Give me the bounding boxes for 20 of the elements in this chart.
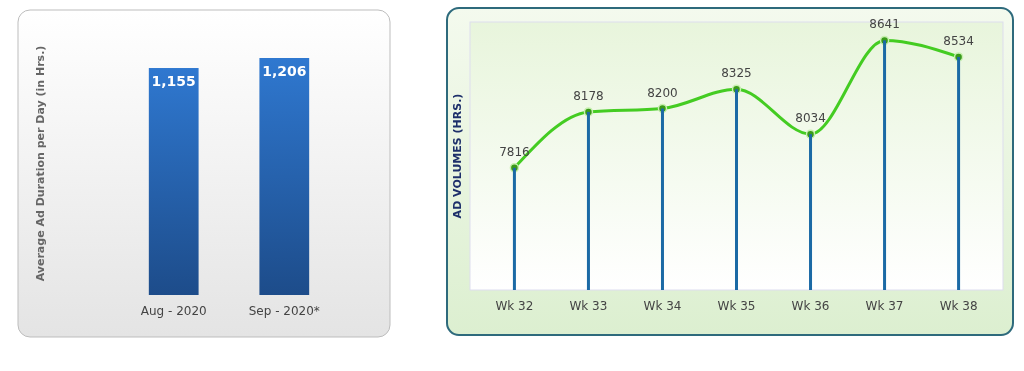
x-tick-label: Wk 37	[865, 299, 904, 313]
data-label: 8534	[943, 33, 974, 48]
data-label: 8325	[721, 66, 752, 81]
data-label: 8178	[573, 88, 604, 103]
x-tick-label: Sep - 2020*	[248, 304, 320, 318]
x-tick-label: Aug - 2020	[140, 304, 207, 318]
x-tick-label: Wk 36	[791, 299, 830, 313]
data-label: 1,155	[151, 73, 196, 90]
y-axis-title: AD VOLUMES (HRS.)	[451, 93, 464, 219]
x-tick-label: Wk 34	[643, 299, 682, 313]
data-label: 1,206	[262, 63, 307, 79]
x-tick-label: Wk 38	[939, 299, 978, 313]
x-tick-label: Wk 35	[717, 299, 756, 313]
data-label: 8200	[647, 85, 678, 100]
data-label: 8034	[795, 111, 826, 126]
x-tick-label: Wk 33	[569, 299, 608, 313]
data-label: 8641	[869, 17, 900, 32]
data-label: 7816	[499, 144, 530, 159]
x-tick-label: Wk 32	[495, 299, 534, 313]
y-axis-title: Average Ad Duration per Day (in Hrs.)	[34, 45, 47, 282]
